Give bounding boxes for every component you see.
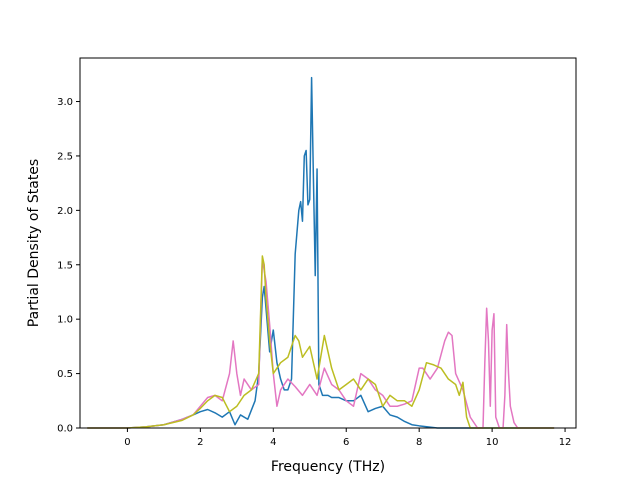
y-tick-label: 3.0 bbox=[57, 97, 73, 108]
y-tick-label: 2.5 bbox=[57, 151, 73, 162]
y-tick-label: 2.0 bbox=[57, 206, 73, 217]
x-tick-label: 0 bbox=[124, 437, 130, 448]
x-tick-label: 12 bbox=[559, 437, 572, 448]
plot-frame bbox=[79, 57, 577, 429]
x-axis-title: Frequency (THz) bbox=[271, 459, 385, 475]
x-tick-label: 2 bbox=[197, 437, 203, 448]
x-tick-label: 6 bbox=[343, 437, 349, 448]
series-line-3 bbox=[87, 255, 555, 429]
series-line-2 bbox=[87, 258, 555, 429]
x-axis: 0 2 4 6 8 10 12 bbox=[124, 428, 571, 448]
y-axis-title: Partial Density of States bbox=[26, 159, 42, 327]
y-tick-label: 1.0 bbox=[57, 315, 73, 326]
y-tick-label: 1.5 bbox=[57, 260, 73, 271]
y-axis: 0.0 0.5 1.0 1.5 2.0 2.5 3.0 bbox=[57, 97, 80, 435]
y-tick-label: 0.5 bbox=[57, 369, 73, 380]
series-line-1 bbox=[87, 76, 555, 429]
x-tick-label: 10 bbox=[486, 437, 499, 448]
x-tick-label: 8 bbox=[416, 437, 422, 448]
series-layer bbox=[87, 76, 555, 429]
x-tick-label: 4 bbox=[270, 437, 276, 448]
plot-area bbox=[80, 58, 576, 428]
y-tick-label: 0.0 bbox=[57, 424, 73, 435]
